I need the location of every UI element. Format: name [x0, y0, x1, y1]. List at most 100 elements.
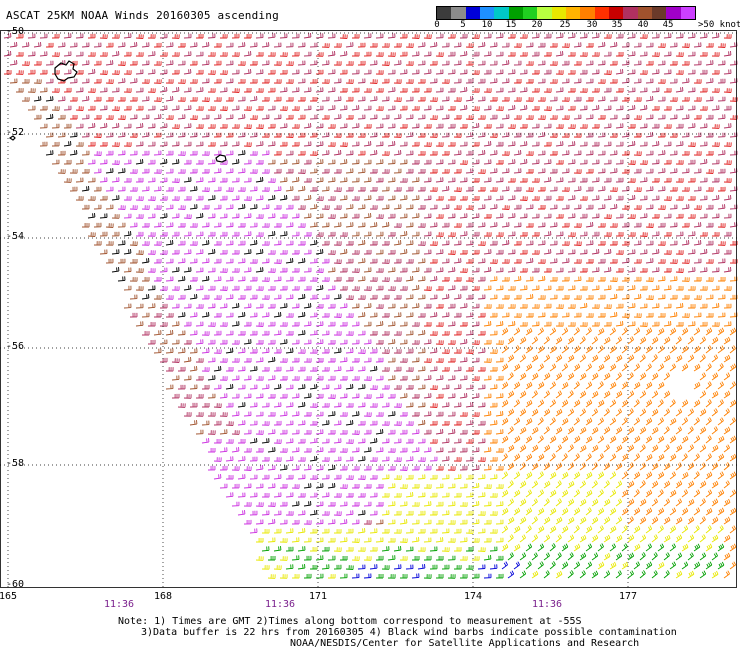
wind-barb — [273, 150, 282, 156]
wind-barb — [645, 363, 652, 372]
wind-barb — [237, 79, 246, 84]
wind-barb — [489, 349, 498, 354]
wind-barb — [460, 250, 468, 255]
wind-barb — [183, 214, 192, 219]
wind-barb — [579, 498, 587, 507]
wind-barb — [135, 87, 144, 93]
wind-barb — [165, 115, 174, 120]
wind-barb — [297, 132, 306, 138]
wind-barb — [375, 214, 384, 219]
wind-barb — [291, 555, 300, 561]
wind-barb — [261, 187, 270, 192]
wind-barb — [453, 528, 462, 534]
wind-barb — [441, 186, 450, 192]
wind-barb — [21, 97, 30, 102]
wind-barb — [489, 474, 498, 480]
wind-barb — [165, 96, 174, 102]
wind-barb — [315, 555, 324, 561]
wind-barb — [243, 321, 252, 327]
wind-barb — [219, 34, 228, 39]
wind-barb — [231, 285, 240, 291]
wind-barb — [483, 69, 492, 75]
wind-barb — [111, 231, 120, 237]
wind-barb — [681, 114, 690, 120]
wind-barb — [597, 363, 605, 372]
wind-barb — [225, 402, 234, 408]
wind-barb — [423, 267, 432, 273]
wind-barb — [117, 186, 126, 192]
wind-barb — [177, 60, 186, 66]
wind-barb — [447, 232, 456, 237]
wind-barb — [621, 561, 629, 570]
wind-barb — [297, 150, 306, 156]
wind-barb — [147, 34, 156, 39]
wind-barb — [321, 457, 330, 462]
wind-barb — [351, 196, 360, 201]
wind-barb — [273, 565, 282, 570]
wind-barb — [723, 213, 732, 219]
wind-barb — [591, 88, 600, 93]
wind-barb — [123, 231, 132, 237]
wind-barb — [261, 457, 270, 462]
wind-barb — [567, 249, 576, 255]
wind-barb — [333, 438, 342, 444]
wind-barb — [537, 435, 544, 444]
wind-barb — [585, 114, 594, 120]
wind-barb — [141, 277, 150, 282]
wind-barb — [705, 435, 712, 444]
wind-barb — [249, 169, 258, 174]
wind-barb — [237, 402, 246, 408]
wind-barb — [717, 399, 724, 408]
wind-barb — [243, 51, 252, 57]
wind-barb — [117, 205, 126, 210]
wind-barb — [363, 537, 372, 543]
wind-barb — [537, 42, 546, 48]
wind-barb — [549, 435, 557, 444]
wind-barb — [597, 150, 606, 156]
wind-barb — [543, 516, 551, 525]
wind-barb — [555, 267, 564, 273]
wind-barb — [627, 105, 636, 111]
wind-barb — [99, 34, 108, 39]
wind-barb — [219, 231, 228, 237]
wind-barb — [615, 444, 623, 453]
wind-barb — [393, 312, 402, 318]
wind-barb — [213, 78, 222, 84]
wind-barb — [531, 213, 540, 219]
wind-barb — [243, 411, 252, 417]
wind-barb — [87, 52, 96, 57]
wind-barb — [406, 385, 414, 390]
wind-barb — [21, 42, 30, 48]
wind-barb — [411, 429, 420, 435]
wind-barb — [495, 51, 504, 57]
wind-barb — [711, 70, 720, 75]
wind-barb — [699, 354, 706, 363]
wind-barb — [471, 213, 480, 219]
wind-barb — [249, 259, 258, 264]
wind-barb — [729, 471, 737, 480]
wind-barb — [519, 426, 527, 435]
wind-barb — [669, 114, 678, 120]
wind-barb — [513, 150, 522, 156]
wind-barb — [147, 177, 156, 183]
wind-barb — [537, 507, 545, 516]
wind-barb — [363, 159, 372, 165]
wind-barb — [207, 124, 216, 129]
wind-barb — [639, 372, 647, 381]
wind-barb — [453, 492, 462, 498]
wind-barb — [369, 348, 378, 354]
wind-barb — [669, 399, 676, 408]
wind-barb — [459, 357, 468, 363]
wind-barb — [591, 159, 600, 165]
wind-barb — [729, 276, 738, 282]
wind-barb — [51, 88, 60, 93]
wind-barb — [448, 358, 456, 363]
wind-barb — [273, 312, 282, 318]
colorbar-tick-label: 5 — [460, 20, 466, 30]
wind-barb — [513, 327, 521, 336]
wind-barb — [328, 340, 336, 345]
wind-barb — [345, 403, 354, 408]
wind-barb — [543, 195, 552, 201]
wind-barb — [105, 150, 114, 156]
wind-barb — [417, 348, 426, 354]
